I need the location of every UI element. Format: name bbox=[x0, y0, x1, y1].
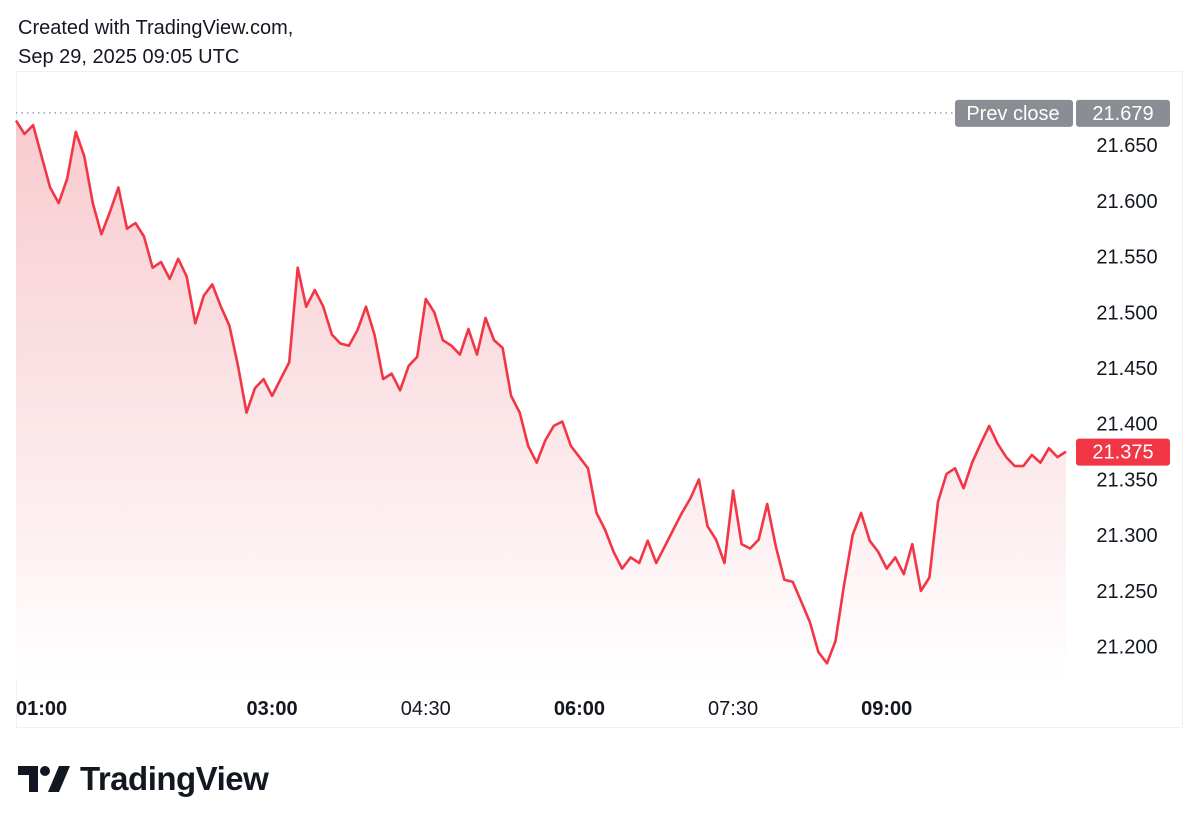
y-tick-label: 21.350 bbox=[1096, 469, 1157, 491]
tradingview-logo[interactable]: TradingView bbox=[18, 760, 269, 798]
prev-close-value-badge bbox=[1076, 99, 1170, 127]
x-tick-label: 06:00 bbox=[554, 698, 605, 720]
y-tick-label: 21.650 bbox=[1096, 135, 1157, 157]
x-tick-label: 04:30 bbox=[401, 698, 451, 720]
y-tick-label: 21.400 bbox=[1096, 414, 1157, 436]
y-tick-label: 21.600 bbox=[1096, 191, 1157, 213]
y-tick-label: 21.250 bbox=[1096, 581, 1157, 603]
x-tick-label: 01:00 bbox=[16, 698, 67, 720]
last-price-value: 21.375 bbox=[1092, 442, 1153, 464]
tradingview-logo-icon bbox=[18, 766, 70, 792]
y-tick-label: 21.550 bbox=[1096, 247, 1157, 269]
last-price-badge bbox=[1076, 438, 1170, 466]
y-tick-label: 21.450 bbox=[1096, 358, 1157, 380]
x-tick-label: 07:30 bbox=[708, 698, 758, 720]
price-line bbox=[14, 119, 1067, 665]
price-chart[interactable]: Prev close 21.679 21.650 21.600 21.550 21.50… bbox=[0, 0, 1200, 740]
x-tick-label: 09:00 bbox=[861, 698, 912, 720]
price-area-fill bbox=[16, 120, 1066, 681]
chart-header: Created with TradingView.com, Sep 29, 20… bbox=[18, 14, 293, 72]
y-tick-label: 21.200 bbox=[1096, 637, 1157, 659]
prev-close-badge bbox=[955, 99, 1073, 127]
tradingview-brand-text: TradingView bbox=[80, 760, 269, 797]
prev-close-label: Prev close bbox=[966, 103, 1059, 125]
created-with-label: Created with TradingView.com, bbox=[18, 17, 294, 39]
y-tick-label: 21.500 bbox=[1096, 302, 1157, 324]
prev-close-value: 21.679 bbox=[1092, 103, 1153, 125]
x-tick-label: 03:00 bbox=[247, 698, 298, 720]
y-tick-label: 21.300 bbox=[1096, 525, 1157, 547]
timestamp-label: Sep 29, 2025 09:05 UTC bbox=[18, 46, 240, 68]
